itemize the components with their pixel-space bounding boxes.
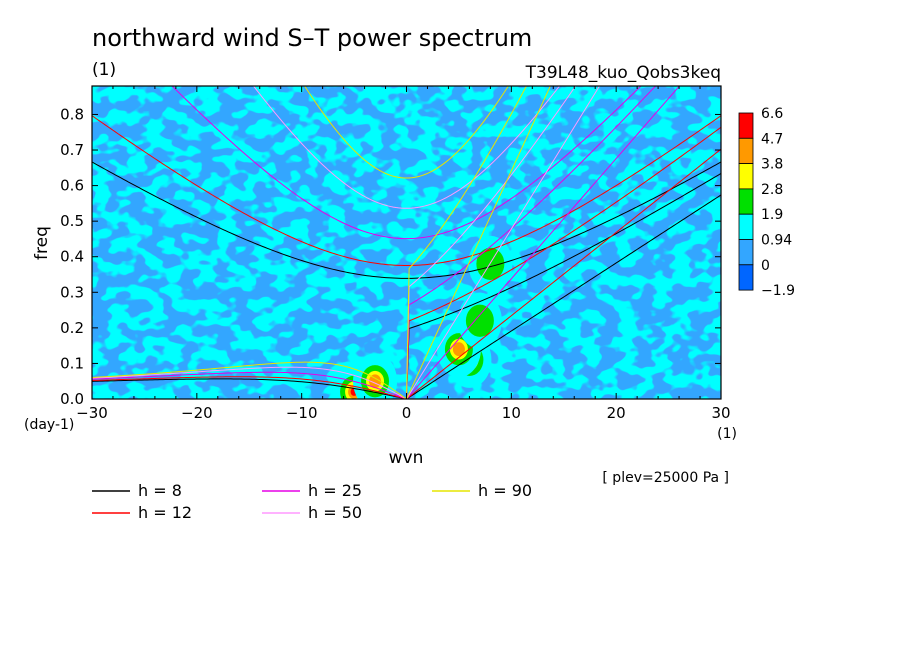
spectrum-noise-field [92, 86, 721, 399]
y-tick-label: 0.3 [60, 283, 84, 301]
gravity-curve-h50 [252, 86, 561, 209]
colorbar-label: 2.8 [761, 182, 783, 198]
kelvin-curve-h25 [406, 86, 681, 399]
x-tick-label: 20 [607, 404, 626, 422]
x-tick-label: 10 [502, 404, 521, 422]
x-tick-label: −20 [181, 404, 213, 422]
colorbar-swatch [738, 137, 754, 165]
colorbar-label: 6.6 [761, 106, 783, 122]
kelvin-curve-h90 [406, 86, 551, 399]
rossby-curve-h50 [92, 366, 407, 399]
colorbar-label: −1.9 [761, 283, 795, 299]
y-tick-label: 0.7 [60, 141, 84, 159]
x-tick-label: −10 [286, 404, 318, 422]
colorbar-swatch [738, 239, 754, 266]
colorbar-label: 3.8 [761, 157, 783, 173]
colorbar-swatch [738, 213, 754, 240]
gravity-curve-h25 [171, 86, 642, 240]
y-tick-label: 0.1 [60, 354, 84, 372]
hot-spot-green [465, 304, 494, 337]
legend: h = 8 h = 12 h = 25 h = 50 h = 90 [92, 481, 532, 522]
kelvin-curve-h12 [406, 148, 721, 399]
colorbar-label: 0.94 [761, 233, 792, 249]
colorbar-swatch [738, 112, 754, 139]
colorbar-label: 4.7 [761, 131, 783, 147]
x-axis: −30 −20 −10 0 10 20 30 [76, 86, 731, 422]
x-tick-label: 0 [402, 404, 412, 422]
rossby-curve-h90 [92, 361, 407, 399]
legend-label: h = 8 [138, 481, 182, 500]
x-tick-label: −30 [76, 404, 108, 422]
rossby-curve-h8 [92, 378, 407, 399]
legend-label: h = 25 [308, 481, 362, 500]
colorbar-label: 1.9 [761, 207, 783, 223]
legend-label: h = 90 [478, 481, 532, 500]
y-tick-label: 0.8 [60, 105, 84, 123]
y-tick-label: 0.2 [60, 319, 84, 337]
chart-subtitle-left: (1) [92, 60, 116, 80]
rossby-curve-h25 [92, 371, 407, 399]
kelvin-curve-h8 [406, 194, 721, 399]
chart-subtitle-right: T39L48_kuo_Qobs3keq [525, 63, 721, 83]
y-tick-label: 0.4 [60, 248, 84, 266]
mrg-curve-h25 [406, 86, 657, 399]
dispersion-curves [92, 86, 721, 399]
chart-title: northward wind S–T power spectrum [92, 24, 532, 52]
kelvin-curve-h50 [406, 86, 601, 399]
mrg-curve-h90 [406, 86, 528, 399]
plot-area [92, 86, 721, 399]
rossby-curve-h12 [92, 376, 407, 399]
plev-note: [ plev=25000 Pa ] [602, 470, 729, 486]
gravity-curve-h8 [92, 161, 721, 279]
legend-label: h = 12 [138, 503, 192, 522]
colorbar-label: 0 [761, 258, 770, 274]
colorbar-swatch [738, 163, 754, 190]
x-unit-label: (1) [717, 426, 737, 442]
y-unit-label: (day-1) [24, 417, 74, 433]
colorbar: 6.6 4.7 3.8 2.8 1.9 0.94 0 −1.9 [738, 106, 795, 299]
colorbar-swatch [738, 188, 754, 215]
colorbar-swatch [738, 264, 754, 291]
y-axis: 0.0 0.1 0.2 0.3 0.4 0.5 0.6 0.7 0.8 [60, 105, 721, 408]
legend-label: h = 50 [308, 503, 362, 522]
y-tick-label: 0.6 [60, 177, 84, 195]
gravity-curve-h12 [92, 115, 721, 266]
gravity-curve-h90 [304, 86, 509, 179]
mrg-curve-h8 [406, 173, 721, 399]
mrg-curve-h12 [406, 126, 721, 399]
x-tick-label: 30 [711, 404, 730, 422]
mrg-curve-h50 [406, 86, 577, 399]
y-tick-label: 0.5 [60, 212, 84, 230]
y-axis-label: freq [32, 226, 52, 260]
hot-spots [332, 235, 513, 399]
x-axis-label: wvn [389, 448, 424, 468]
y-tick-label: 0.0 [60, 390, 84, 408]
hot-spot-orange [452, 342, 465, 357]
